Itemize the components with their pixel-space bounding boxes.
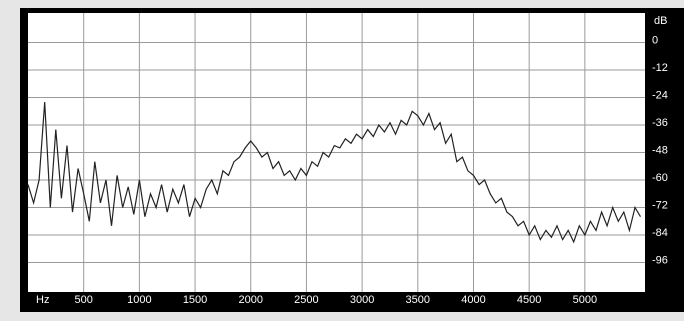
x-tick-label: 3500 (406, 294, 430, 306)
x-tick-label: 3000 (350, 294, 374, 306)
y-tick-label: 0 (652, 34, 658, 46)
x-tick-label: 5000 (573, 294, 597, 306)
y-tick-label: -84 (652, 227, 668, 239)
y-tick-label: -72 (652, 199, 668, 211)
y-tick-label: -48 (652, 144, 668, 156)
x-tick-label: 2500 (294, 294, 318, 306)
x-tick-label: 500 (75, 294, 93, 306)
y-tick-label: -24 (652, 89, 668, 101)
x-tick-label: 1000 (127, 294, 151, 306)
spectrum-line (27, 102, 642, 244)
y-tick-label: -60 (652, 172, 668, 184)
y-tick-label: -12 (652, 62, 668, 74)
x-tick-label: 2000 (239, 294, 263, 306)
y-tick-label: -36 (652, 117, 668, 129)
x-axis-label: Hz (36, 294, 49, 306)
y-axis-label: dB (654, 15, 667, 27)
y-tick-label: -96 (652, 254, 668, 266)
x-tick-label: 4000 (461, 294, 485, 306)
x-tick-label: 1500 (183, 294, 207, 306)
x-tick-label: 4500 (517, 294, 541, 306)
